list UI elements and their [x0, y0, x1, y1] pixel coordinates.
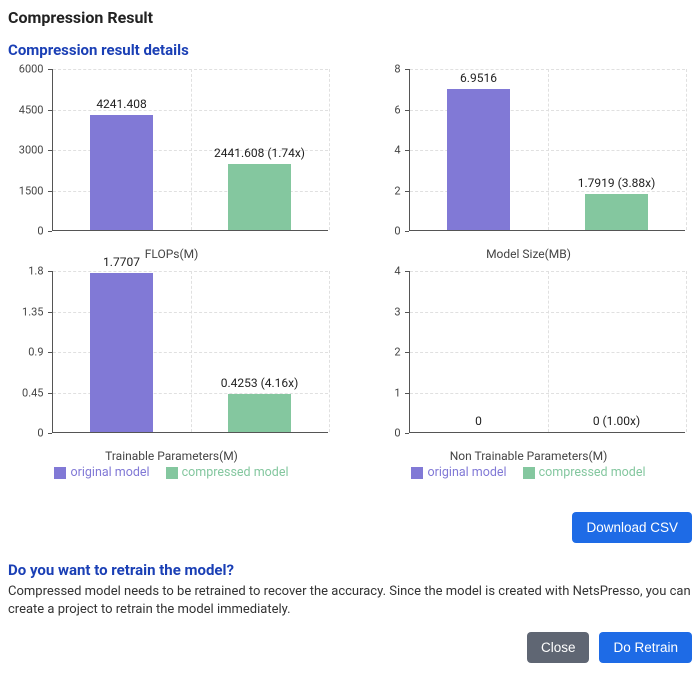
chart-xlabel: Trainable Parameters(M) — [105, 449, 238, 463]
ytick-label: 1.8 — [12, 265, 48, 278]
retrain-title: Do you want to retrain the model? — [8, 561, 692, 579]
ytick-label: 0 — [369, 427, 405, 440]
bar-compressed — [228, 164, 290, 230]
legend-swatch-icon — [54, 467, 66, 479]
ytick-label: 2 — [369, 346, 405, 359]
bar-value-label: 1.7707 — [52, 255, 192, 269]
ytick-label: 0 — [12, 225, 48, 238]
page-title: Compression Result — [8, 8, 692, 27]
bar-value-label: 0 — [409, 414, 549, 428]
ytick-label: 3000 — [12, 144, 48, 157]
grid-vline — [686, 69, 687, 230]
ytick-mark — [405, 231, 409, 232]
chart-area: 0123400 (1.00x) — [369, 267, 689, 447]
ytick-label: 3 — [369, 305, 405, 318]
bar-original — [90, 273, 152, 432]
ytick-mark — [48, 231, 52, 232]
chart-xlabel: Model Size(MB) — [486, 247, 571, 261]
ytick-label: 1500 — [12, 184, 48, 197]
legend-swatch-icon — [411, 467, 423, 479]
charts-grid: 015003000450060004241.4082441.608 (1.74x… — [8, 65, 692, 484]
legend-swatch-icon — [523, 467, 535, 479]
chart-area: 0 2 4 6 8 6.9516 1.7919 (3.88x) — [369, 65, 689, 245]
grid-vline — [686, 271, 687, 432]
chart-nontrainable: 0123400 (1.00x)Non Trainable Parameters(… — [365, 267, 692, 484]
bar-value-label: 0 (1.00x) — [547, 414, 687, 428]
legend-swatch-icon — [166, 467, 178, 479]
plot-region: 1.77070.4253 (4.16x) — [52, 271, 328, 433]
bar-original — [447, 89, 509, 230]
grid-vline — [548, 69, 549, 230]
chart-area: 0 0.45 0.9 1.35 1.8 1.77070.4253 (4.16x) — [12, 267, 332, 447]
chart-legend: original model compressed model — [411, 465, 645, 480]
plot-region: 00 (1.00x) — [409, 271, 685, 433]
ytick-label: 6 — [369, 103, 405, 116]
bar-value-label: 2441.608 (1.74x) — [190, 146, 330, 160]
close-button[interactable]: Close — [527, 632, 590, 663]
legend-label: original model — [70, 465, 149, 480]
legend-item-compressed: compressed model — [166, 465, 289, 480]
ytick-label: 0.9 — [12, 346, 48, 359]
legend-item-compressed: compressed model — [523, 465, 646, 480]
ytick-label: 4 — [369, 144, 405, 157]
ytick-label: 1 — [369, 386, 405, 399]
ytick-label: 0 — [369, 225, 405, 238]
grid-vline — [191, 271, 192, 432]
chart-trainable: 0 0.45 0.9 1.35 1.8 1.77070.4253 (4.16x) Train… — [8, 267, 335, 484]
plot-region: 6.9516 1.7919 (3.88x) — [409, 69, 685, 231]
legend-label: compressed model — [539, 465, 646, 480]
chart-modelsize: 0 2 4 6 8 6.9516 1.7919 (3.88x) Model Size(MB) — [365, 65, 692, 261]
legend-item-original: original model — [411, 465, 506, 480]
bar-compressed — [585, 194, 647, 230]
chart-area: 0 1500 3000 4500 6000 4241.408 2441.608 (1.74x… — [12, 65, 332, 245]
ytick-label: 0.45 — [12, 386, 48, 399]
legend-label: original model — [427, 465, 506, 480]
bar-original — [90, 115, 152, 230]
ytick-label: 2 — [369, 184, 405, 197]
ytick-label: 8 — [369, 63, 405, 76]
bar-value-label: 0.4253 (4.16x) — [190, 376, 330, 390]
bar-value-label: 1.7919 (3.88x) — [547, 176, 687, 190]
ytick-mark — [48, 433, 52, 434]
bar-compressed — [228, 394, 290, 432]
chart-flops: 0 1500 3000 4500 6000 4241.408 2441.608 (1.74x… — [8, 65, 335, 261]
bar-value-label: 4241.408 — [52, 97, 192, 111]
details-title: Compression result details — [8, 41, 692, 59]
do-retrain-button[interactable]: Do Retrain — [599, 632, 692, 663]
legend-item-original: original model — [54, 465, 149, 480]
ytick-label: 4 — [369, 265, 405, 278]
ytick-mark — [405, 433, 409, 434]
ytick-label: 0 — [12, 427, 48, 440]
grid-vline — [548, 271, 549, 432]
ytick-label: 6000 — [12, 63, 48, 76]
ytick-label: 1.35 — [12, 305, 48, 318]
grid-vline — [329, 271, 330, 432]
bar-value-label: 6.9516 — [409, 71, 549, 85]
legend-label: compressed model — [182, 465, 289, 480]
retrain-text: Compressed model needs to be retrained t… — [8, 583, 692, 618]
download-csv-button[interactable]: Download CSV — [572, 512, 692, 543]
chart-legend: original model compressed model — [54, 465, 288, 480]
ytick-label: 4500 — [12, 103, 48, 116]
chart-xlabel: Non Trainable Parameters(M) — [450, 449, 608, 463]
plot-region: 4241.408 2441.608 (1.74x) — [52, 69, 328, 231]
